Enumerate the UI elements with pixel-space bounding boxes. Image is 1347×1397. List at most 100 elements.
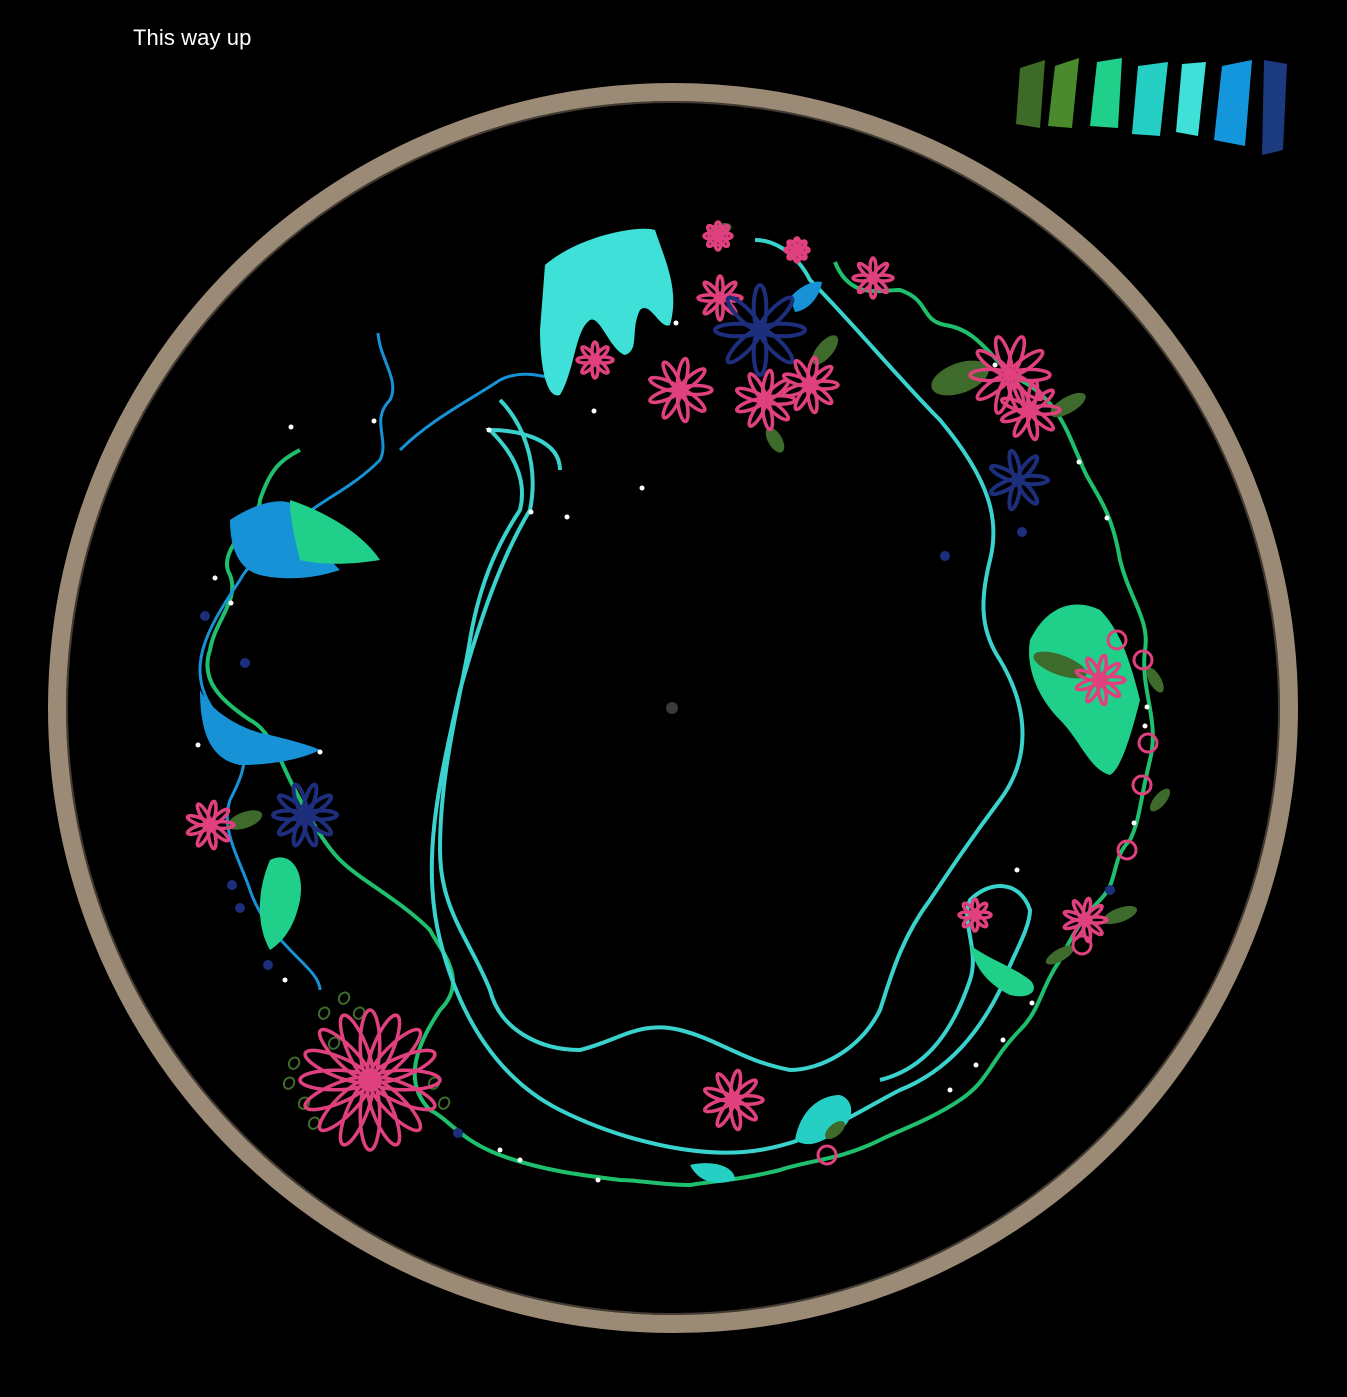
flower-center (1097, 677, 1103, 683)
stitch-point (528, 509, 534, 515)
teal-fill-shape-bottom-2 (690, 1163, 735, 1183)
leaf (811, 335, 839, 365)
pink-flower (702, 1068, 765, 1132)
flower-center (301, 811, 309, 819)
pink-ring-knot (1106, 629, 1128, 651)
palette-swatches (1016, 58, 1287, 155)
teal-fill-shape-top (540, 228, 674, 396)
mint-fill-shape-2 (259, 857, 301, 950)
stitch-point (639, 485, 645, 491)
pink-flower (957, 897, 993, 933)
pink-flower (1074, 653, 1127, 707)
flower-center (717, 295, 723, 301)
inner-teal-stitch-line (437, 238, 1025, 1073)
navy-flower (271, 782, 339, 848)
pink-flower (696, 274, 744, 322)
flower-center (806, 381, 814, 389)
flower-center (870, 275, 876, 281)
blue-petal-top (790, 281, 822, 312)
flower-center (592, 357, 598, 363)
flower-center (207, 822, 213, 828)
stitch-point (1029, 1000, 1035, 1006)
stitch-point (517, 1157, 523, 1163)
flowers (185, 220, 1127, 1152)
stitch-point (947, 1087, 953, 1093)
stitch-point (1014, 867, 1020, 873)
navy-flower (988, 448, 1050, 512)
stitch-point (228, 600, 234, 606)
flower-center (754, 324, 766, 336)
navy-knot (227, 880, 237, 890)
blue-fill-shape-2 (200, 690, 320, 765)
flower-center (761, 396, 769, 404)
pink-ring-knot (1137, 732, 1159, 754)
stitch-point (1000, 1037, 1006, 1043)
flower-center (1014, 476, 1022, 484)
palette-swatch (1132, 62, 1168, 136)
flower-center (729, 1096, 737, 1104)
flower-center (1082, 917, 1088, 923)
pink-ring-knot (1116, 839, 1138, 861)
leaf (1045, 945, 1075, 965)
caption-text: This way up (133, 25, 252, 50)
stitch-point (564, 514, 570, 520)
pink-flower (185, 799, 236, 851)
palette-swatch (1016, 60, 1045, 128)
hoop-inner-edge (66, 101, 1280, 1315)
stitch-point (595, 1177, 601, 1183)
leaf (1033, 651, 1087, 679)
mint-fill-shape-bottom-right (970, 945, 1034, 997)
leaf (1149, 788, 1171, 812)
pink-flower (1062, 896, 1109, 944)
navy-knot (1105, 885, 1115, 895)
navy-knot (263, 960, 273, 970)
stitch-point (497, 1147, 503, 1153)
pink-flower (648, 356, 714, 424)
stitch-point (288, 424, 294, 430)
pink-flower (575, 340, 615, 380)
stitch-point (1104, 515, 1110, 521)
pink-ring-knot (816, 1144, 838, 1166)
stitch-point (992, 362, 998, 368)
palette-swatch (1176, 62, 1206, 136)
flower-center (715, 233, 721, 239)
leaf (1102, 905, 1138, 925)
stitch-point (1142, 723, 1148, 729)
pink-flower (999, 378, 1062, 442)
stitch-point (212, 575, 218, 581)
navy-knot (235, 903, 245, 913)
stitch-point (591, 408, 597, 414)
palette-swatch (1090, 58, 1122, 128)
flower-center (794, 247, 800, 253)
blue-upper-line (398, 372, 561, 452)
stitch-point (195, 742, 201, 748)
pink-flower (783, 236, 811, 264)
leaf (1146, 667, 1164, 693)
leaf (227, 810, 263, 830)
navy-knot (453, 1128, 463, 1138)
teal-fill-shape-bottom (795, 1095, 852, 1145)
stitch-point (1076, 459, 1082, 465)
large-teal-loop (429, 398, 1033, 1155)
stitch-point (486, 427, 492, 433)
embroidery-hoop (48, 83, 1298, 1333)
leaf (825, 1121, 845, 1139)
pink-flower (851, 256, 895, 300)
pink-flower (781, 355, 840, 415)
pink-ring-knot (786, 239, 808, 261)
flower-center (1005, 370, 1015, 380)
pink-ring-knot (707, 225, 729, 247)
flower-center (361, 1071, 379, 1089)
stitch-point (282, 977, 288, 983)
pink-ring-knot (1071, 934, 1093, 956)
navy-knot (200, 611, 210, 621)
palette-swatch (1262, 60, 1287, 155)
stitch-point (973, 1062, 979, 1068)
navy-knot (940, 551, 950, 561)
stitch-point (1144, 704, 1150, 710)
stitch-point (371, 418, 377, 424)
pink-flower (734, 368, 797, 432)
stitch-point (673, 320, 679, 326)
navy-flower (713, 283, 807, 377)
